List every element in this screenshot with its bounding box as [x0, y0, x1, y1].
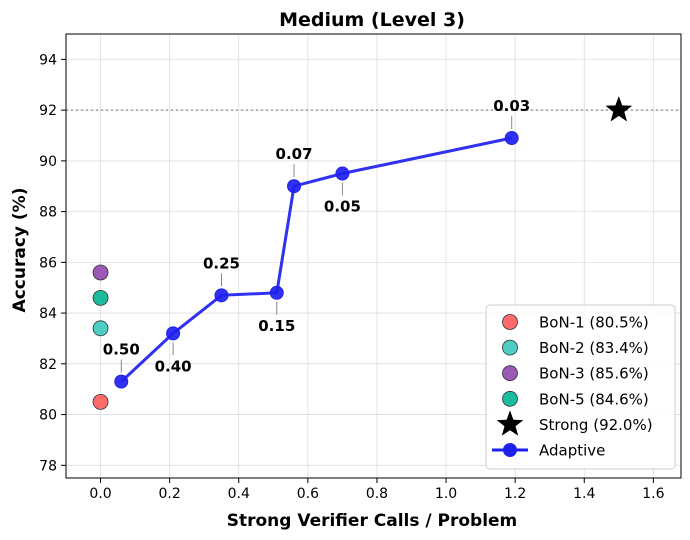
legend: BoN-1 (80.5%) BoN-2 (83.4%) BoN-3 (85.6%) B… — [485, 304, 676, 470]
legend-label: BoN-3 (85.6%) — [539, 365, 649, 383]
x-tick-label: 0.4 — [228, 486, 250, 502]
threshold-label: 0.25 — [203, 254, 240, 272]
y-tick-label: 84 — [39, 306, 57, 322]
adaptive-marker — [287, 179, 302, 194]
legend-label: Adaptive — [539, 442, 605, 460]
adaptive-marker — [335, 166, 350, 181]
adaptive-marker — [166, 326, 181, 341]
threshold-label: 0.03 — [493, 97, 530, 115]
bon-marker — [92, 289, 109, 306]
threshold-label: 0.50 — [103, 341, 140, 359]
x-tick-label: 1.2 — [504, 486, 526, 502]
threshold-label: 0.07 — [276, 145, 313, 163]
legend-marker — [502, 339, 518, 356]
legend-label: BoN-2 (83.4%) — [539, 339, 649, 357]
x-tick-label: 1.4 — [573, 486, 595, 502]
adaptive-marker — [214, 288, 229, 303]
x-tick-label: 0.6 — [297, 486, 319, 502]
adaptive-marker — [504, 131, 519, 146]
threshold-label: 0.40 — [155, 357, 192, 375]
legend-box — [485, 304, 676, 470]
legend-marker — [496, 410, 524, 436]
strong-star-marker — [605, 96, 633, 122]
x-tick-label: 0.8 — [366, 486, 388, 502]
threshold-label: 0.05 — [324, 198, 361, 216]
adaptive-line — [120, 136, 513, 383]
legend-marker — [502, 390, 518, 407]
x-tick-label: 1.0 — [435, 486, 457, 502]
adaptive-marker — [114, 374, 129, 389]
x-axis: 0.0 0.2 0.4 0.6 0.8 1.0 1.2 1.4 1.6 — [89, 478, 665, 502]
bon-marker — [92, 393, 109, 410]
y-axis: 78 80 82 84 86 88 90 92 94 — [39, 52, 66, 474]
y-tick-label: 86 — [39, 255, 57, 271]
plot-area: 0.50 0.40 0.25 0.15 0.07 0.05 0.03 — [92, 96, 633, 410]
y-tick-label: 88 — [39, 205, 57, 221]
legend-marker — [502, 314, 518, 330]
legend-label: BoN-1 (80.5%) — [539, 314, 649, 332]
x-tick-label: 0.0 — [89, 486, 111, 502]
y-tick-label: 80 — [39, 408, 57, 424]
legend-marker — [502, 365, 518, 382]
y-tick-label: 78 — [39, 458, 57, 474]
x-axis-label: Strong Verifier Calls / Problem — [227, 511, 518, 531]
x-tick-label: 0.2 — [159, 486, 181, 502]
legend-marker — [503, 443, 517, 457]
bon-marker — [92, 264, 109, 281]
bon-marker — [92, 320, 109, 337]
y-axis-label: Accuracy (%) — [10, 188, 30, 313]
y-tick-label: 90 — [39, 154, 57, 170]
x-tick-label: 1.6 — [642, 486, 664, 502]
chart-title: Medium (Level 3) — [279, 9, 465, 31]
y-tick-label: 94 — [39, 52, 57, 68]
y-tick-label: 82 — [39, 357, 57, 373]
adaptive-marker — [269, 285, 284, 300]
threshold-label: 0.15 — [258, 317, 295, 335]
plot-frame — [65, 33, 682, 479]
legend-label: Strong (92.0%) — [539, 416, 653, 434]
legend-label: BoN-5 (84.6%) — [539, 390, 649, 408]
y-tick-label: 92 — [39, 103, 57, 119]
